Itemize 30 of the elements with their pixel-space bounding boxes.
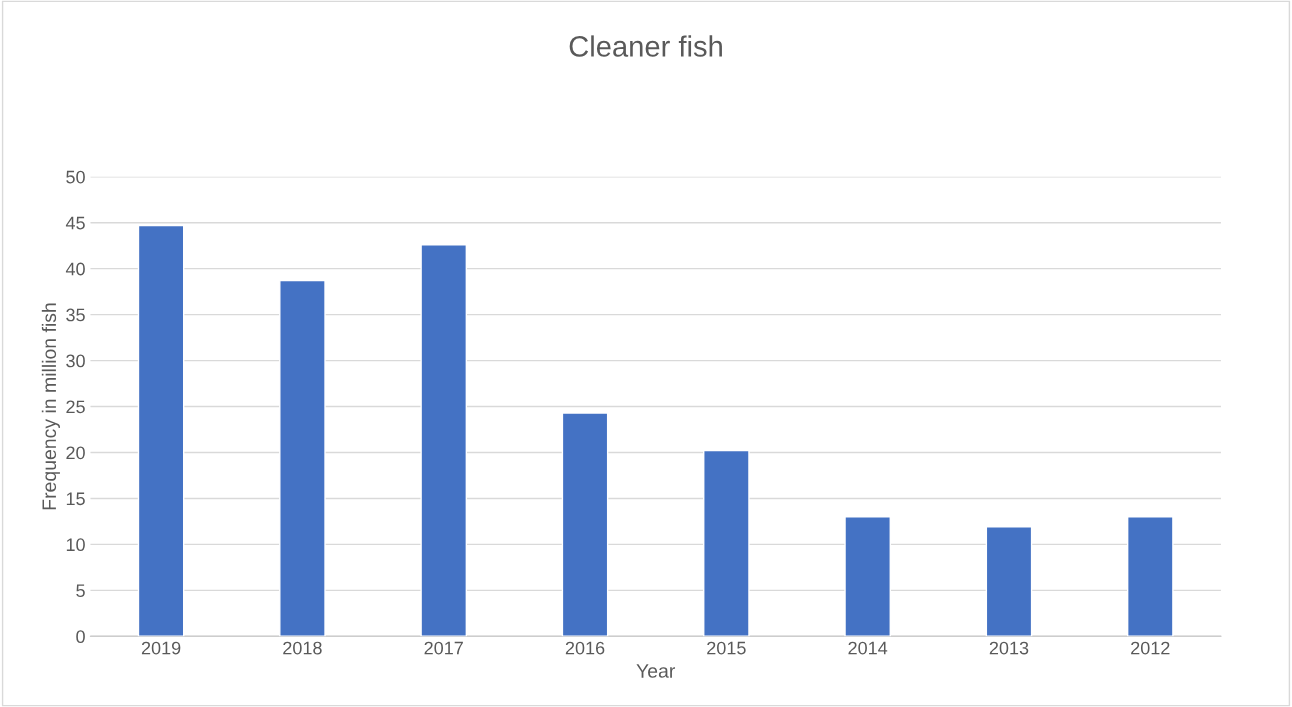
y-tick-label: 35 [66, 308, 85, 322]
bar [420, 244, 468, 637]
x-tick-label: 2015 [707, 641, 746, 655]
x-tick-label: 2018 [283, 641, 322, 655]
x-tick-label: 2012 [1131, 641, 1170, 655]
x-tick-label: 2013 [989, 641, 1029, 655]
x-tick-label: 2017 [424, 641, 463, 655]
y-tick-label: 20 [66, 446, 85, 460]
bar [844, 516, 891, 637]
y-tick-label: 40 [65, 262, 85, 276]
x-axis-title: Year [636, 664, 676, 678]
bar [985, 526, 1033, 637]
y-tick-label: 10 [66, 538, 85, 552]
y-tick-label: 50 [66, 170, 85, 184]
bar [1126, 516, 1174, 637]
y-tick-label: 45 [65, 216, 85, 230]
y-tick-label: 0 [76, 630, 85, 644]
bar [703, 449, 750, 637]
y-tick-label: 25 [66, 400, 85, 414]
x-tick-label: 2016 [565, 641, 605, 655]
y-axis-title: Frequency in million fish [41, 303, 60, 510]
chart-title: Cleaner fish [569, 35, 722, 57]
y-tick-label: 15 [66, 492, 85, 506]
bar [279, 279, 326, 637]
x-tick-label: 2019 [141, 641, 181, 655]
y-tick-label: 30 [66, 354, 85, 368]
y-tick-label: 5 [76, 584, 85, 598]
x-tick-label: 2014 [848, 641, 888, 655]
bar [561, 412, 609, 637]
bar [137, 224, 185, 637]
